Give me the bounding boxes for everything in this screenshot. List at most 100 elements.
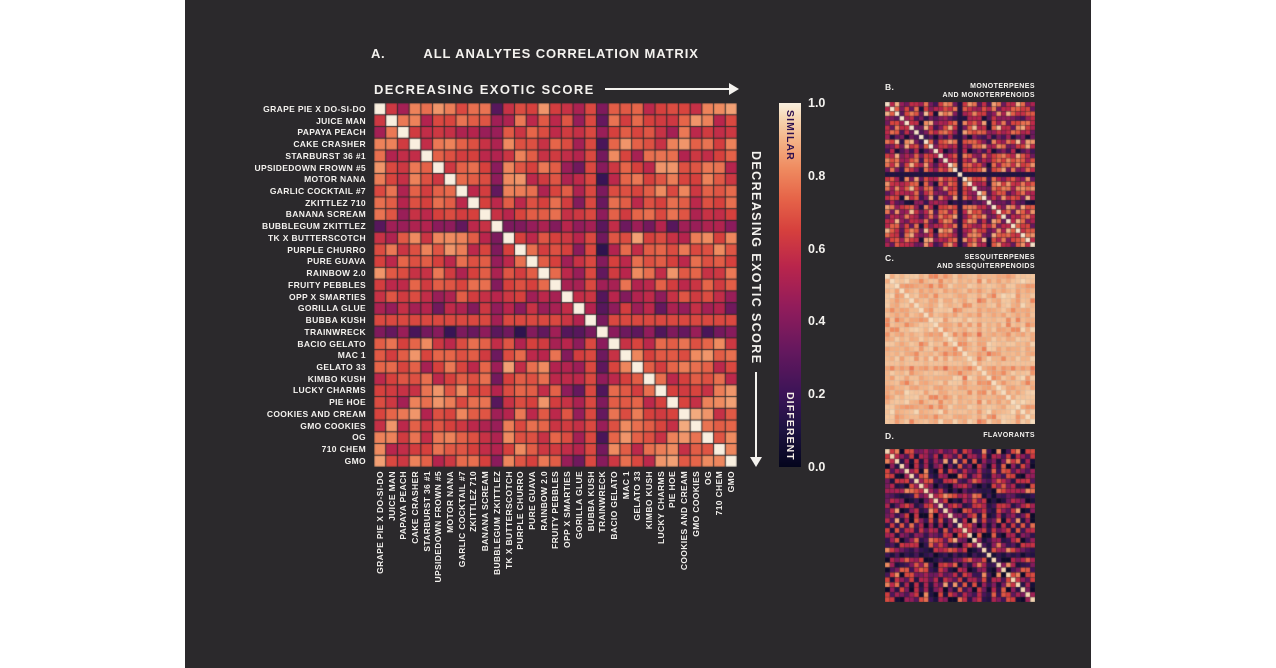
- row-label: GMO: [344, 455, 366, 466]
- col-label: KIMBO KUSH: [644, 471, 655, 530]
- panel-b-title-line2: AND MONOTERPENOIDS: [942, 92, 1035, 100]
- row-label: FRUITY PEBBLES: [288, 279, 366, 290]
- row-label: PIE HOE: [329, 397, 366, 408]
- row-label: PURE GUAVA: [307, 256, 366, 267]
- col-label: TK X BUTTERSCOTCH: [503, 471, 514, 570]
- panel-b-title: MONOTERPENES AND MONOTERPENOIDS: [943, 82, 1036, 100]
- panel-c-letter: C.: [885, 253, 895, 263]
- col-label: GELATO 33: [632, 471, 643, 521]
- row-label: GELATO 33: [316, 362, 366, 373]
- row-label: GRAPE PIE X DO-SI-DO: [263, 103, 366, 114]
- row-label: GORILLA GLUE: [297, 303, 366, 314]
- colorbar-tick: 0.8: [808, 168, 826, 183]
- col-label: BUBBA KUSH: [585, 471, 596, 532]
- col-label: PAPAYA PEACH: [398, 471, 409, 540]
- row-labels: GRAPE PIE X DO-SI-DO JUICE MAN PAPAYA PEAC…: [185, 103, 369, 467]
- colorbar-tick: 0.4: [808, 314, 826, 329]
- col-label: PURPLE CHURRO: [515, 471, 526, 550]
- col-label: COOKIES AND CREAM: [679, 471, 690, 571]
- col-label: MAC 1: [620, 471, 631, 500]
- col-label: BUBBLEGUM ZKITTLEZ: [491, 471, 502, 576]
- col-label: TRAINWRECK: [597, 471, 608, 533]
- row-label: MOTOR NANA: [304, 174, 366, 185]
- colorbar-tick: 0.2: [808, 387, 826, 402]
- row-label: COOKIES AND CREAM: [266, 408, 366, 419]
- row-label: LUCKY CHARMS: [293, 385, 366, 396]
- down-arrow-line: [754, 372, 758, 457]
- row-label: ZKITTLEZ 710: [305, 197, 366, 208]
- col-label: FRUITY PEBBLES: [550, 471, 561, 549]
- colorbar-tick: 0.0: [808, 460, 826, 474]
- colorbar: SIMILAR DIFFERENT: [779, 103, 801, 467]
- col-label: 710 CHEM: [714, 471, 725, 516]
- colorbar-tick: 1.0: [808, 96, 826, 110]
- panel-c-title: SESQUITERPENES AND SESQUITERPENOIDS: [937, 253, 1035, 271]
- colorbar-tick: 0.6: [808, 241, 826, 256]
- col-label: PURE GUAVA: [526, 471, 537, 530]
- panel-a-letter: A.: [371, 46, 386, 61]
- row-label: BACIO GELATO: [297, 338, 366, 349]
- col-label: LUCKY CHARMS: [655, 471, 666, 544]
- row-label: PAPAYA PEACH: [297, 127, 366, 138]
- row-label: RAINBOW 2.0: [306, 268, 366, 279]
- col-label: BANANA SCREAM: [480, 471, 491, 552]
- row-label: GMO COOKIES: [300, 420, 366, 431]
- colorbar-different-label: DIFFERENT: [784, 392, 796, 461]
- row-label: 710 CHEM: [321, 444, 366, 455]
- heatmap-a-canvas: [374, 103, 737, 467]
- row-label: TK X BUTTERSCOTCH: [267, 232, 366, 243]
- figure-panel: A. ALL ANALYTES CORRELATION MATRIX DECRE…: [185, 0, 1091, 668]
- row-label: STARBURST 36 #1: [285, 150, 366, 161]
- col-label: RAINBOW 2.0: [538, 471, 549, 531]
- col-label: GARLIC COCKTAIL #7: [456, 471, 467, 568]
- panel-b-letter: B.: [885, 82, 895, 92]
- row-label: JUICE MAN: [316, 115, 366, 126]
- row-label: MAC 1: [337, 350, 366, 361]
- col-label: UPSIDEDOWN FROWN #5: [433, 471, 444, 583]
- heatmap-c-canvas: [885, 274, 1035, 424]
- col-label: PIE HOE: [667, 471, 678, 508]
- y-axis-arrow: DECREASING EXOTIC SCORE: [743, 103, 769, 467]
- col-label: GMO COOKIES: [690, 471, 701, 537]
- col-label: JUICE MAN: [386, 471, 397, 521]
- row-label: CAKE CRASHER: [293, 139, 366, 150]
- colorbar-ticks: 1.0 0.8 0.6 0.4 0.2 0.0: [808, 96, 852, 474]
- row-label: GARLIC COCKTAIL #7: [269, 186, 366, 196]
- down-arrow-icon: [750, 457, 762, 467]
- row-label: TRAINWRECK: [304, 326, 366, 337]
- colorbar-similar-label: SIMILAR: [784, 110, 796, 161]
- col-label: STARBURST 36 #1: [421, 471, 432, 552]
- row-label: UPSIDEDOWN FROWN #5: [254, 162, 366, 173]
- panel-d-header: D. FLAVORANTS: [885, 431, 1035, 441]
- row-label: PURPLE CHURRO: [287, 244, 366, 255]
- y-axis-arrow-label: DECREASING EXOTIC SCORE: [749, 151, 763, 365]
- col-label: OG: [702, 471, 713, 485]
- panel-d-letter: D.: [885, 431, 895, 441]
- col-label: OPP X SMARTIES: [562, 471, 573, 549]
- row-label: OG: [352, 432, 366, 443]
- col-label: ZKITTLEZ 710: [468, 471, 479, 532]
- col-labels: GRAPE PIE X DO-SI-DO JUICE MAN PAPAYA PEAC…: [374, 471, 737, 621]
- right-arrow-icon: [604, 87, 737, 91]
- col-label: GORILLA GLUE: [573, 471, 584, 540]
- row-label: BUBBA KUSH: [305, 315, 366, 326]
- row-label: KIMBO KUSH: [307, 373, 366, 384]
- panel-d-title: FLAVORANTS: [983, 431, 1035, 440]
- x-axis-arrow-label: DECREASING EXOTIC SCORE: [374, 81, 595, 97]
- panel-b-header: B. MONOTERPENES AND MONOTERPENOIDS: [885, 82, 1035, 100]
- col-label: CAKE CRASHER: [409, 471, 420, 544]
- panel-a-header: A. ALL ANALYTES CORRELATION MATRIX: [371, 46, 737, 61]
- col-label: GRAPE PIE X DO-SI-DO: [374, 471, 385, 574]
- heatmap-b-canvas: [885, 102, 1035, 247]
- col-label: MOTOR NANA: [445, 471, 456, 533]
- panel-d-title-line1: FLAVORANTS: [983, 432, 1035, 439]
- panel-c-header: C. SESQUITERPENES AND SESQUITERPENOIDS: [885, 253, 1035, 271]
- heatmap-d-canvas: [885, 449, 1035, 602]
- panel-b-title-line1: MONOTERPENES: [970, 83, 1035, 90]
- panel-c-title-line1: SESQUITERPENES: [964, 254, 1035, 261]
- col-label: BACIO GELATO: [608, 471, 619, 540]
- panel-a-title: ALL ANALYTES CORRELATION MATRIX: [423, 46, 699, 61]
- row-label: OPP X SMARTIES: [288, 291, 366, 302]
- x-axis-arrow: DECREASING EXOTIC SCORE: [374, 80, 737, 98]
